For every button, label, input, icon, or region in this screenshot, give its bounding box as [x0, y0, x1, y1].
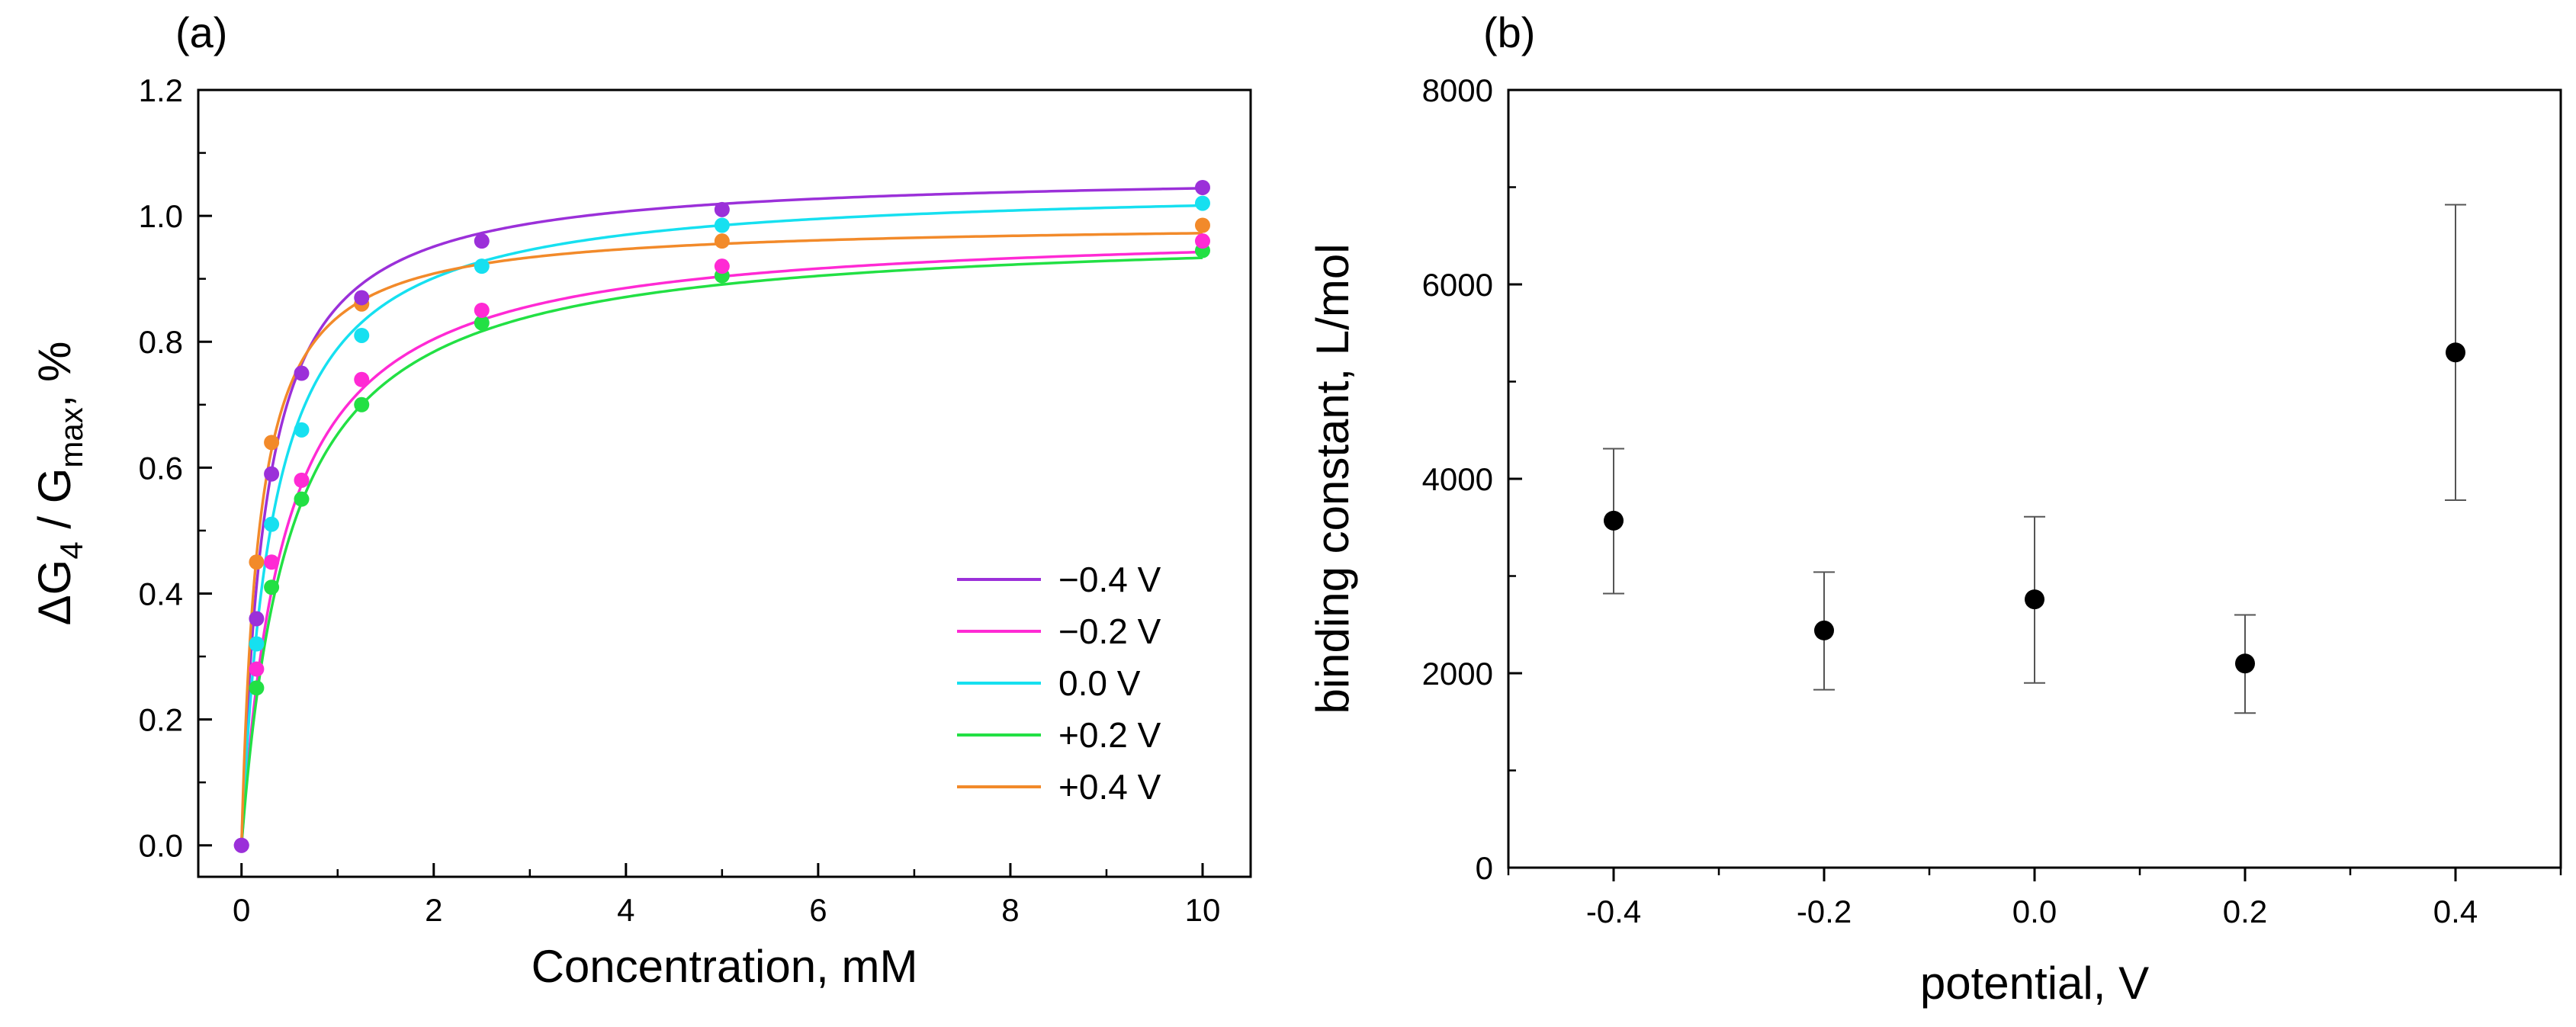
ylabel-sub-1: 4: [53, 541, 89, 559]
panel-b-x-ticks: -0.4 -0.2 0.0 0.2 0.4: [1507, 868, 2562, 929]
x-tick-label: 10: [1185, 892, 1221, 928]
panel-a-x-axis-label: Concentration, mM: [532, 941, 918, 992]
data-point: [2025, 589, 2044, 610]
data-point-s2: [264, 516, 280, 532]
panel-a: (a) 0.0 0.2 0.4 0.6 0.8 1.0 1.2 0 2 4 6 8 10 −0.4 V…: [29, 8, 1252, 992]
data-point-s3: [249, 680, 265, 696]
y-tick-label: 0.4: [139, 576, 183, 611]
data-point-s3: [354, 396, 370, 412]
panel-a-y-axis-label: ΔG4 / Gmax, %: [29, 342, 89, 626]
legend-label-2: 0.0 V: [1058, 663, 1141, 703]
panel-b-label: (b): [1483, 8, 1535, 56]
y-tick-label: 0.0: [139, 828, 183, 864]
data-point-s2: [474, 258, 490, 274]
data-point-s4: [1194, 217, 1210, 233]
data-point-s1: [1194, 233, 1210, 249]
panel-a-x-ticks: 0 2 4 6 8 10: [233, 863, 1220, 928]
data-point-s3: [474, 315, 490, 331]
panel-b-data-points: [1603, 204, 2466, 714]
panel-a-data-points: [233, 179, 1210, 853]
fit-curve-4: [239, 232, 1203, 846]
y-tick-label: 8000: [1422, 72, 1493, 108]
y-tick-label: 0.6: [139, 450, 183, 486]
x-tick-label: 0.4: [2433, 894, 2478, 929]
x-tick-label: 0.2: [2223, 894, 2267, 929]
legend-label-4: +0.4 V: [1058, 767, 1161, 807]
data-point-s1: [474, 302, 490, 318]
legend-label-3: +0.2 V: [1058, 715, 1161, 755]
x-tick-label: 6: [809, 892, 827, 928]
data-point-s0: [714, 201, 730, 217]
data-point-s0: [294, 365, 310, 381]
data-point-s0: [474, 233, 490, 249]
panel-a-label: (a): [175, 8, 227, 56]
x-tick-label: 2: [425, 892, 442, 928]
data-point-s2: [1194, 195, 1210, 211]
data-point-s0: [264, 466, 280, 482]
data-point-s4: [714, 233, 730, 249]
panel-b-y-axis-label: binding constant, L/mol: [1307, 243, 1358, 714]
data-point-s0: [1194, 179, 1210, 195]
panel-b-x-axis-label: potential, V: [1920, 958, 2149, 1009]
data-point-s2: [714, 217, 730, 233]
y-tick-label: 1.2: [139, 72, 183, 108]
y-tick-label: 1.0: [139, 198, 183, 234]
data-point-s3: [264, 579, 280, 595]
ylabel-part-1: ΔG: [29, 560, 80, 626]
data-point-s1: [294, 472, 310, 488]
data-point-s1: [249, 661, 265, 677]
data-point-s4: [264, 435, 280, 451]
data-point-s2: [294, 422, 310, 438]
y-tick-label: 0: [1476, 850, 1493, 886]
data-point-s4: [249, 554, 265, 570]
data-point: [1604, 510, 1624, 531]
ylabel-part-3: , %: [29, 342, 80, 408]
x-tick-label: 4: [617, 892, 634, 928]
y-tick-label: 0.8: [139, 324, 183, 360]
x-tick-label: -0.4: [1586, 894, 1641, 929]
x-tick-label: 8: [1001, 892, 1019, 928]
x-tick-label: -0.2: [1797, 894, 1852, 929]
x-tick-label: 0.0: [2012, 894, 2057, 929]
panel-b-y-ticks: 0 2000 4000 6000 8000: [1422, 72, 1522, 886]
data-point-s3: [294, 491, 310, 507]
data-point-s2: [354, 327, 370, 343]
x-tick-label: 0: [233, 892, 250, 928]
panel-a-plot-frame: [197, 88, 1252, 878]
panel-a-legend: −0.4 V −0.2 V 0.0 V +0.2 V +0.4 V: [957, 560, 1161, 807]
data-point-s1: [714, 258, 730, 274]
data-point: [2446, 342, 2465, 363]
data-point: [2235, 653, 2255, 674]
panel-b-plot-frame: [1507, 88, 2562, 869]
data-point: [1814, 620, 1834, 640]
y-tick-label: 2000: [1422, 656, 1493, 692]
data-point-s2: [249, 636, 265, 652]
ylabel-part-2: / G: [29, 468, 80, 542]
data-point-s0: [249, 611, 265, 627]
legend-label-1: −0.2 V: [1058, 611, 1161, 651]
data-point-s1: [264, 554, 280, 570]
ylabel-sub-2: max: [53, 407, 89, 467]
y-tick-label: 4000: [1422, 461, 1493, 497]
panel-a-y-ticks: 0.0 0.2 0.4 0.6 0.8 1.0 1.2: [139, 72, 212, 864]
data-point-origin: [233, 837, 249, 853]
fit-curve-0: [239, 187, 1203, 846]
fit-curve-3: [239, 256, 1203, 846]
fit-curve-1: [239, 250, 1203, 846]
data-point-s1: [354, 371, 370, 387]
legend-label-0: −0.4 V: [1058, 560, 1161, 599]
data-point-s0: [354, 290, 370, 306]
y-tick-label: 0.2: [139, 702, 183, 738]
y-tick-label: 6000: [1422, 267, 1493, 303]
fit-curve-2: [239, 204, 1203, 846]
